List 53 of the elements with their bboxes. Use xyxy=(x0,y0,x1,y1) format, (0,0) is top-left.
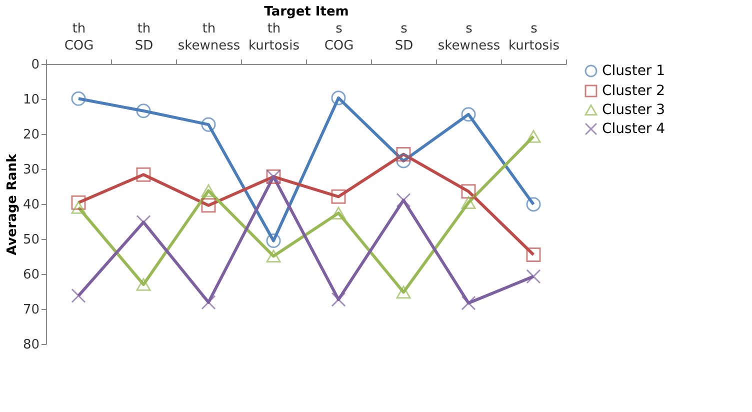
x-tick-label: th skewness xyxy=(178,22,240,54)
point xyxy=(526,130,541,143)
y-tick-label: 70 xyxy=(22,302,40,318)
x-tick-label: s COG xyxy=(324,22,354,54)
point xyxy=(461,107,476,122)
point xyxy=(331,90,346,106)
point xyxy=(71,91,86,106)
point xyxy=(331,189,346,204)
point xyxy=(136,278,151,291)
point xyxy=(526,269,541,284)
x-tick-label: th COG xyxy=(64,22,94,54)
point xyxy=(201,117,216,132)
x-tick-label: th SD xyxy=(134,22,154,54)
x-axis-title: Target Item xyxy=(264,4,349,20)
point xyxy=(266,233,281,248)
point xyxy=(526,247,541,262)
point xyxy=(266,250,281,263)
y-tick-label: 40 xyxy=(22,198,40,212)
x-tick-label: th kurtosis xyxy=(248,22,300,54)
point xyxy=(201,295,216,310)
y-tick-label: 30 xyxy=(22,162,40,178)
y-tick-label: 80 xyxy=(22,338,40,352)
x-tick-label: s SD xyxy=(394,22,414,54)
y-tick-label: 20 xyxy=(22,128,40,142)
point xyxy=(461,196,476,209)
y-tick-label: 0 xyxy=(31,58,40,72)
point xyxy=(71,195,86,210)
point xyxy=(136,214,151,230)
x-tick-label: s skewness xyxy=(438,22,500,54)
point xyxy=(396,286,411,299)
legend-label: Cluster 1 xyxy=(602,63,666,79)
point xyxy=(461,296,476,310)
y-tick-label: 10 xyxy=(22,92,40,108)
y-tick-label: 60 xyxy=(22,268,40,282)
x-tick-label: s kurtosis xyxy=(508,22,560,54)
point xyxy=(331,206,346,220)
point xyxy=(331,292,346,307)
point xyxy=(461,184,476,199)
point xyxy=(136,104,151,118)
legend-label: Cluster 3 xyxy=(602,102,666,118)
y-axis-title: Average Rank xyxy=(4,153,20,256)
point xyxy=(396,154,411,168)
point xyxy=(201,198,216,213)
legend-label: Cluster 2 xyxy=(602,83,666,99)
point xyxy=(71,288,86,303)
y-tick-label: 50 xyxy=(22,232,40,248)
legend-label: Cluster 4 xyxy=(602,121,666,137)
point xyxy=(396,192,411,208)
point xyxy=(396,147,411,162)
point xyxy=(526,197,541,212)
point xyxy=(71,201,86,214)
point xyxy=(136,167,151,182)
point xyxy=(201,184,216,198)
